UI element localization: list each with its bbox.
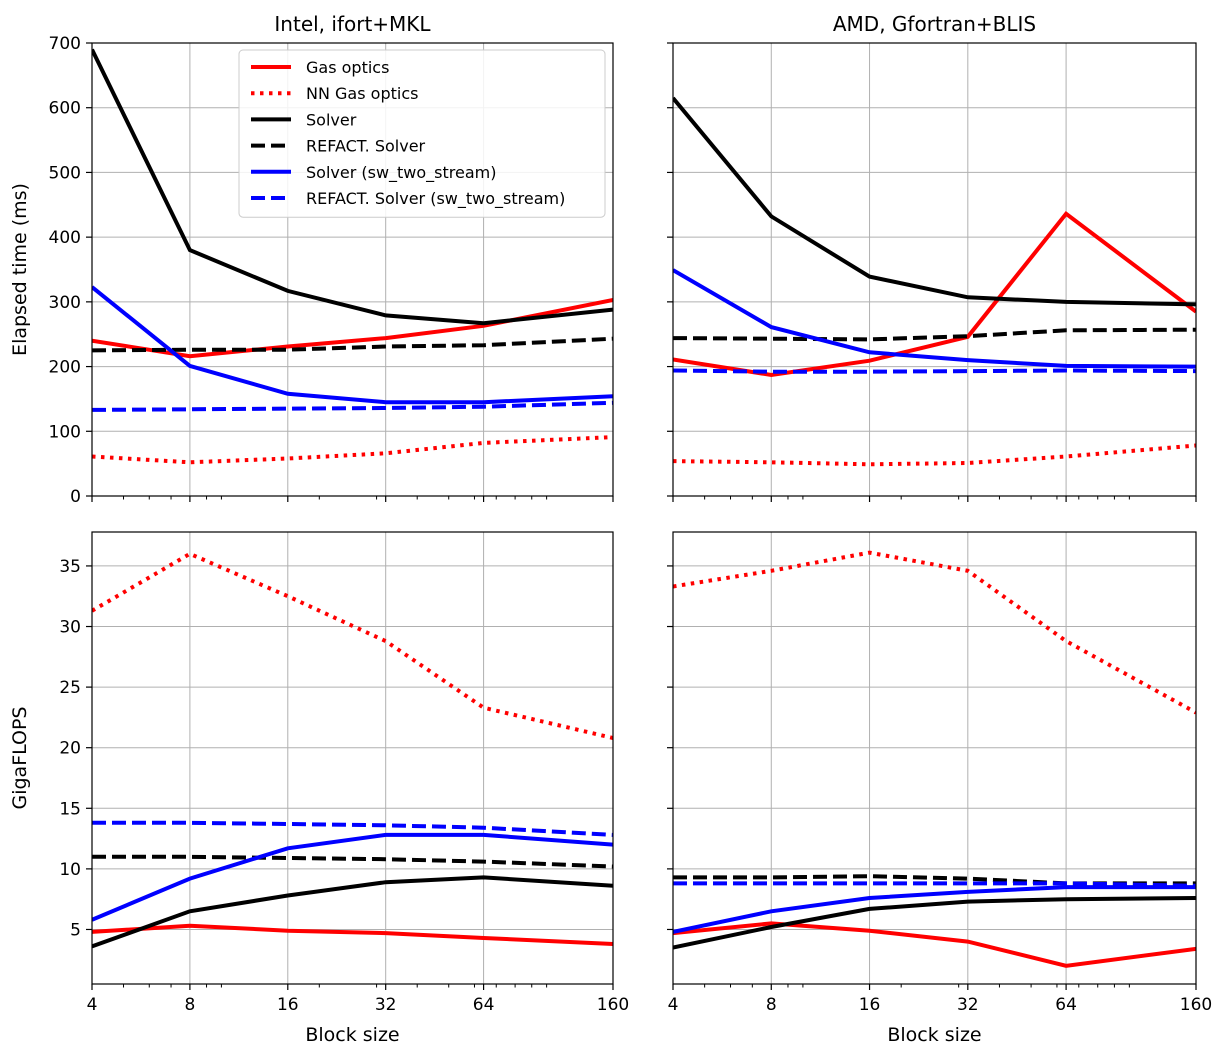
panel-2-series-refact-solver	[673, 327, 1196, 342]
panel-3-x-tick-label: 64	[473, 995, 495, 1015]
panel-4-series-gas-optics	[673, 921, 1196, 968]
panel-2-series-nn-gas-optics	[673, 443, 1196, 467]
panel-2-title: AMD, Gfortran+BLIS	[833, 12, 1036, 36]
panel-4-x-tick-label: 16	[859, 995, 881, 1015]
panel-1-frame	[91, 42, 614, 497]
panel-4-x-tick-label: 4	[668, 995, 679, 1015]
panel-3-y-tick-label: 20	[59, 739, 81, 759]
panel-3-y-tick-label: 10	[59, 860, 81, 880]
panel-3-x-axis-label: Block size	[305, 1024, 399, 1044]
panel-3-series-gas-optics	[92, 923, 613, 946]
panel-1-series-solver	[92, 48, 613, 326]
panel-4-series-nn-gas-optics	[673, 550, 1196, 715]
panel-4-frame	[672, 531, 1197, 985]
panel-3-frame	[91, 531, 614, 985]
panel-1-y-tick-label: 0	[70, 487, 81, 507]
panel-3-y-tick-label: 15	[59, 799, 81, 819]
panel-4-x-tick-label: 160	[1180, 995, 1212, 1015]
legend-box	[238, 49, 606, 218]
panel-3-series-solver-sw-two-stream-	[92, 832, 613, 922]
panel-3-series-nn-gas-optics	[92, 551, 613, 740]
panel-1-y-tick-label: 500	[49, 163, 81, 183]
panel-1-y-tick-label: 200	[49, 358, 81, 378]
panel-3-x-tick-label: 160	[597, 995, 629, 1015]
panel-4-series-refact-solver	[673, 874, 1196, 886]
panel-4-x-tick-label: 8	[766, 995, 777, 1015]
legend-label-3: Solver	[306, 110, 357, 129]
panel-1-title: Intel, ifort+MKL	[274, 12, 431, 36]
panel-2-frame	[672, 42, 1197, 497]
legend-label-6: REFACT. Solver (sw_two_stream)	[306, 189, 565, 209]
panel-2-series-solver	[673, 96, 1196, 307]
panel-4-series-solver-sw-two-stream-	[673, 885, 1196, 934]
panel-3-y-tick-label: 5	[70, 920, 81, 940]
legend-label-4: REFACT. Solver	[306, 137, 426, 156]
panel-1-series-refact-solver	[92, 336, 613, 353]
panel-3-series-solver	[92, 875, 613, 949]
panel-1-series-refact-solver-sw-two-stream-	[92, 400, 613, 412]
panel-3-series-refact-solver	[92, 854, 613, 869]
panel-3-x-tick-label: 4	[87, 995, 98, 1015]
panel-4-series-solver	[673, 896, 1196, 950]
panel-3-y-tick-label: 35	[59, 557, 81, 577]
legend-label-2: NN Gas optics	[306, 84, 418, 103]
legend-label-1: Gas optics	[306, 58, 389, 77]
panel-1-y-tick-label: 100	[49, 422, 81, 442]
legend-label-5: Solver (sw_two_stream)	[306, 163, 497, 183]
panel-3-y-tick-label: 30	[59, 618, 81, 638]
panel-3-y-tick-label: 25	[59, 678, 81, 698]
panel-1-y-tick-label: 400	[49, 228, 81, 248]
panel-4-x-axis-label: Block size	[887, 1024, 981, 1044]
panel-4-series-refact-solver-sw-two-stream-	[673, 881, 1196, 888]
panel-4-x-tick-label: 64	[1055, 995, 1077, 1015]
panel-2-series-solver-sw-two-stream-	[673, 268, 1196, 369]
panel-3-series-refact-solver-sw-two-stream-	[92, 820, 613, 837]
panel-2-series-refact-solver-sw-two-stream-	[673, 368, 1196, 374]
panel-1-y-tick-label: 600	[49, 99, 81, 119]
panel-1-y-tick-label: 700	[49, 34, 81, 54]
panel-1-y-axis-label: Elapsed time (ms)	[9, 183, 31, 356]
panel-1-series-nn-gas-optics	[92, 435, 613, 465]
panel-3-y-axis-label: GigaFLOPS	[9, 706, 31, 809]
panel-3-x-tick-label: 32	[375, 995, 397, 1015]
panel-1-series-solver-sw-two-stream-	[92, 285, 613, 405]
panel-1-y-tick-label: 300	[49, 293, 81, 313]
panel-4-x-tick-label: 32	[957, 995, 979, 1015]
panel-3-x-tick-label: 8	[184, 995, 195, 1015]
panel-3-x-tick-label: 16	[277, 995, 299, 1015]
